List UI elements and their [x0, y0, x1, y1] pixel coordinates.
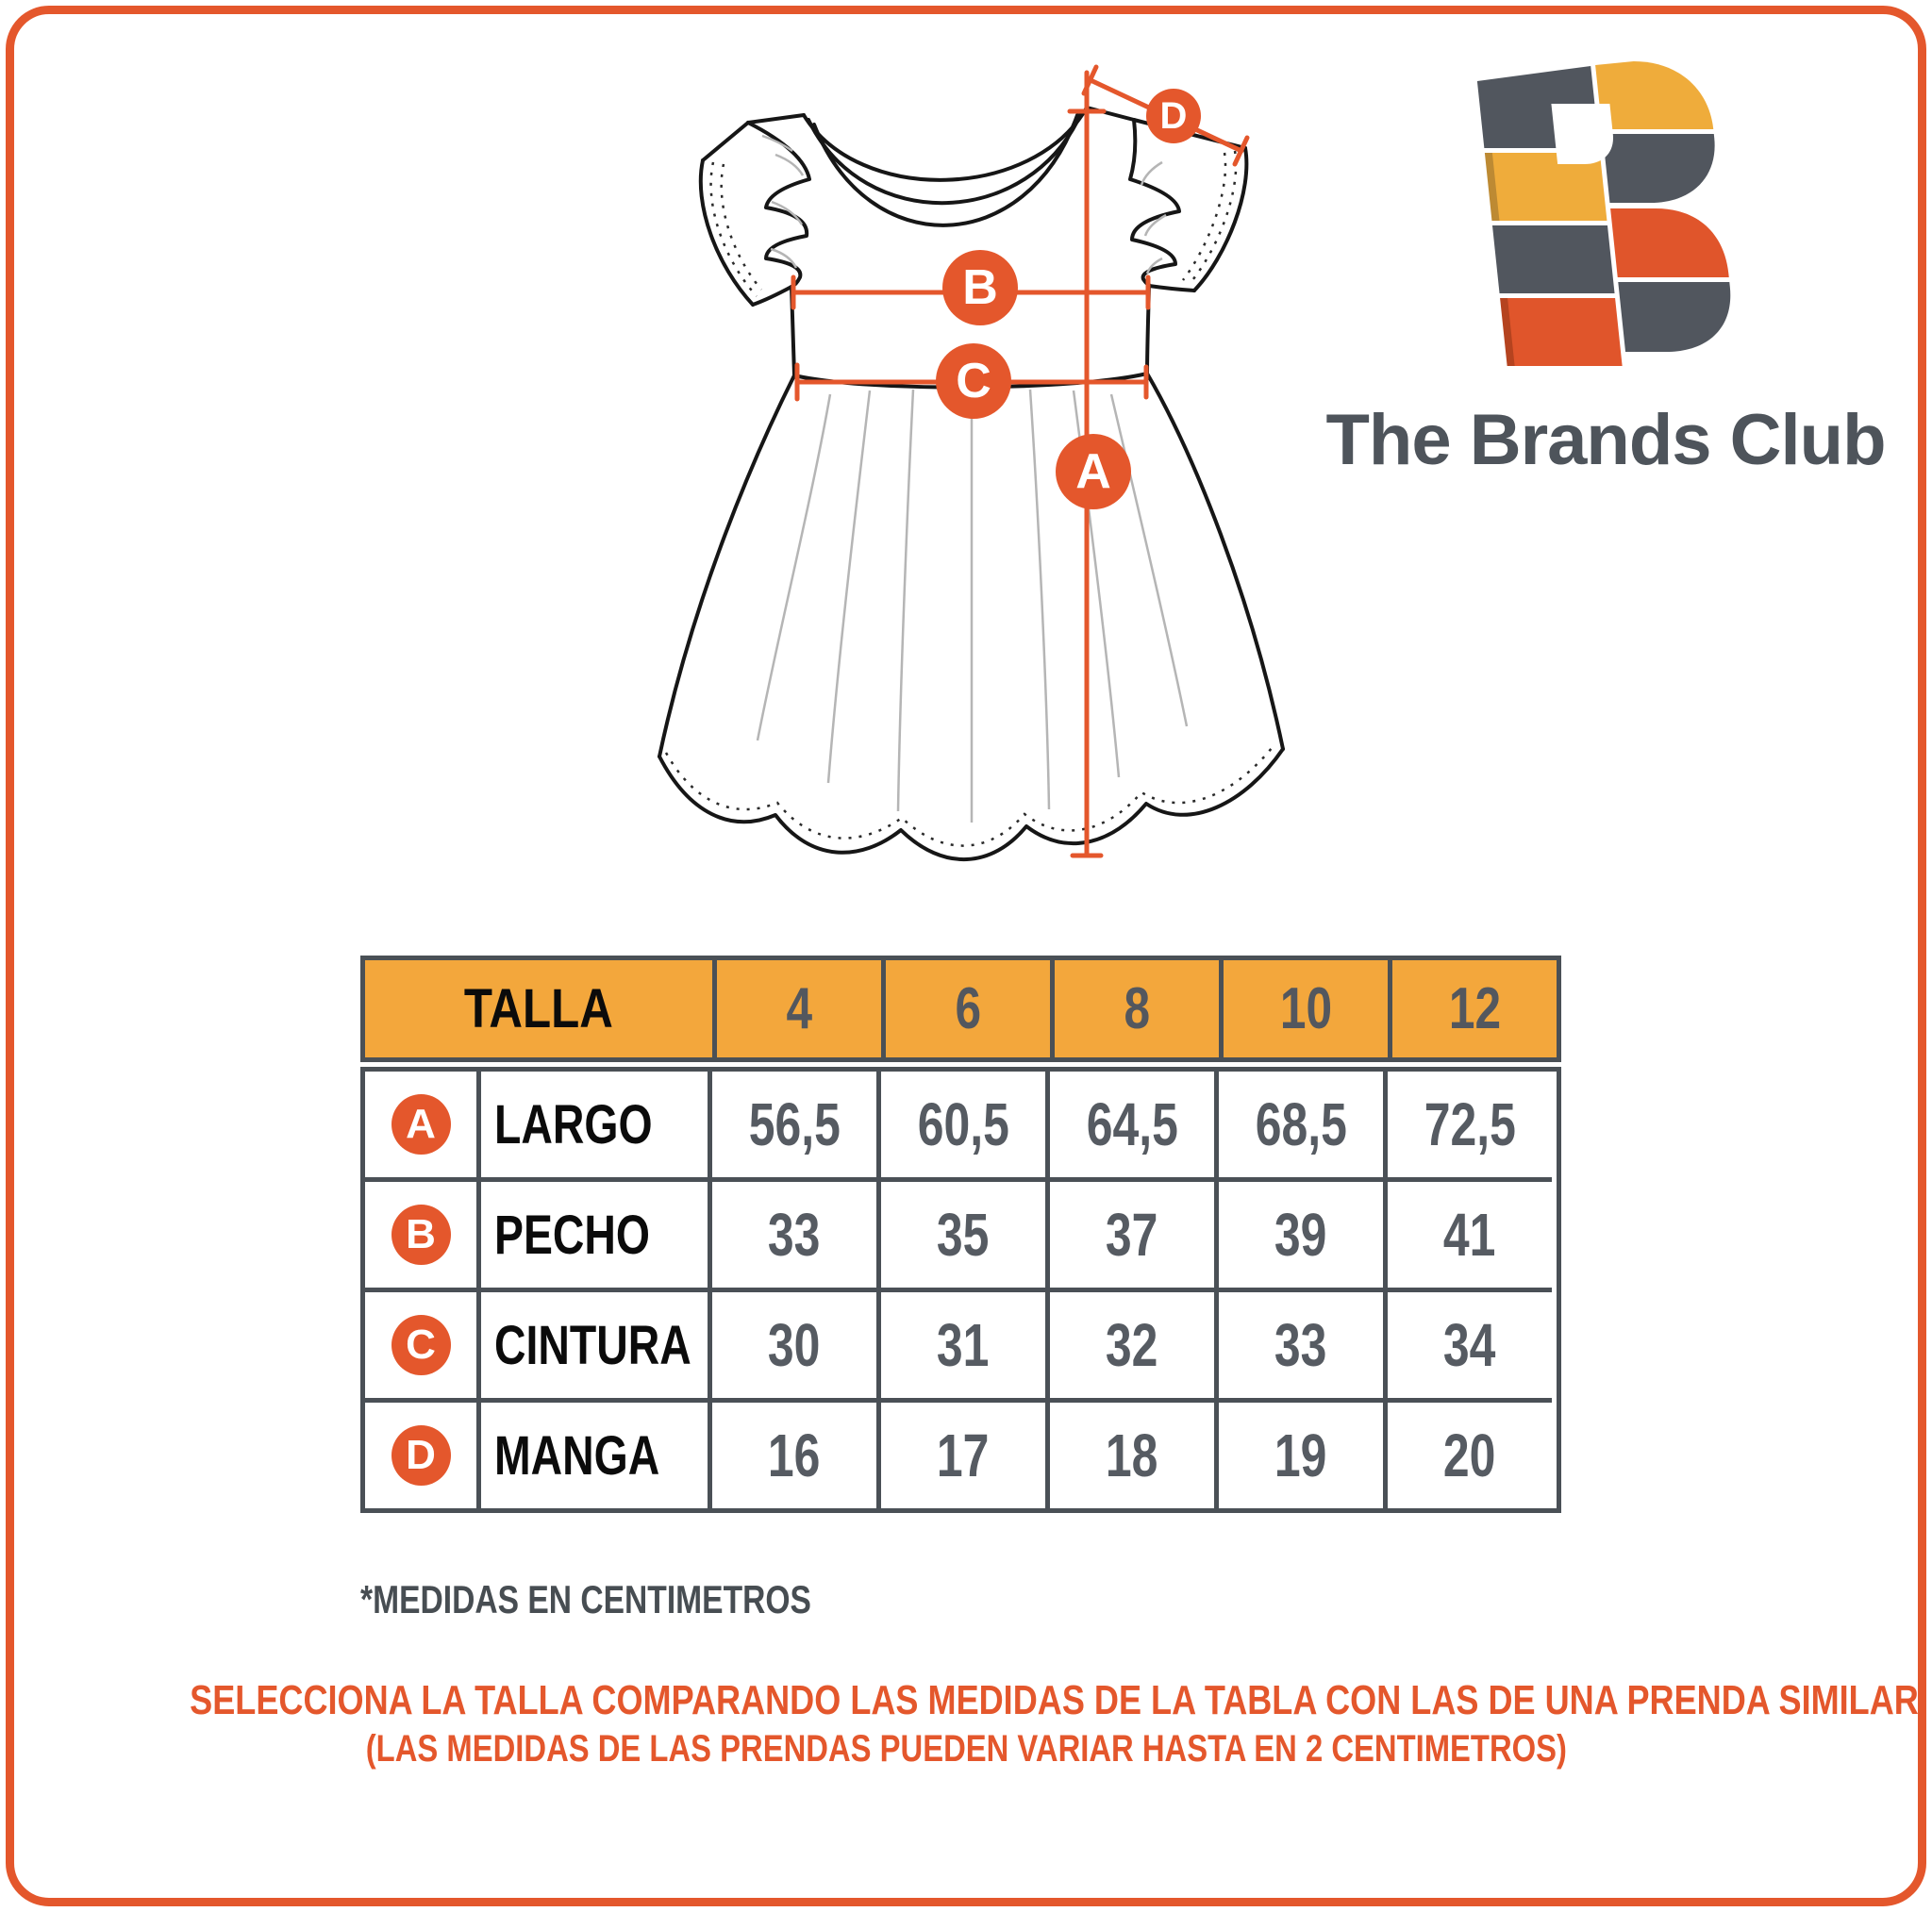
instruction-line-2: (LAS MEDIDAS DE LAS PRENDAS PUEDEN VARIA… — [365, 1728, 1567, 1770]
size-column-header: 10 — [1219, 960, 1388, 1057]
badge-A-letter: A — [1075, 444, 1111, 499]
brand-name: The Brands Club — [1325, 400, 1886, 480]
row-badge-cell: D — [365, 1398, 476, 1508]
measurement-value-cell: 33 — [1214, 1288, 1383, 1398]
badge-D-letter: D — [1160, 95, 1188, 137]
measurement-value-cell: 20 — [1383, 1398, 1552, 1508]
size-table-body: A LARGO 56,5 60,5 64,5 68,5 72,5 B PECHO 33 35 37 39… — [360, 1067, 1561, 1513]
neckline-inner — [812, 113, 1079, 227]
row-badge-cell: B — [365, 1177, 476, 1288]
measure-letter-badge: B — [391, 1205, 451, 1265]
measurement-value-cell: 33 — [708, 1177, 876, 1288]
measurement-value-cell: 32 — [1045, 1288, 1214, 1398]
size-table: TALLA 4 6 8 10 12 A LARGO 56,5 60,5 64,5 68,5 72,5… — [360, 956, 1561, 1513]
neckline-mid — [807, 109, 1084, 206]
badge-C-letter: C — [956, 354, 991, 408]
hem-scallops — [658, 747, 1285, 861]
badge-B-letter: B — [962, 260, 998, 315]
measure-letter-badge: C — [391, 1315, 451, 1375]
measurement-value-cell: 41 — [1383, 1177, 1552, 1288]
instruction-line-1: SELECCIONA LA TALLA COMPARANDO LAS MEDID… — [190, 1677, 1919, 1723]
measurement-value-cell: 56,5 — [708, 1072, 876, 1177]
measurement-value-cell: 30 — [708, 1288, 876, 1398]
size-table-title-cell: TALLA — [365, 960, 712, 1057]
measurement-value-cell: 19 — [1214, 1398, 1383, 1508]
measure-badges: B C A D — [936, 89, 1201, 509]
size-table-header: TALLA 4 6 8 10 12 — [360, 956, 1561, 1062]
right-sleeve-ruffle — [1128, 118, 1181, 287]
measurement-value-cell: 17 — [876, 1398, 1045, 1508]
size-table-title: TALLA — [464, 978, 613, 1039]
units-note: *MEDIDAS EN CENTIMETROS — [360, 1577, 811, 1621]
border-frame — [6, 6, 1926, 1906]
brand-logo: The Brands Club — [1323, 57, 1889, 481]
measurement-value-cell: 72,5 — [1383, 1072, 1552, 1177]
measurement-value-cell: 68,5 — [1214, 1072, 1383, 1177]
row-badge-cell: A — [365, 1072, 476, 1177]
measure-letter-badge: A — [391, 1094, 451, 1155]
measurement-value-cell: 35 — [876, 1177, 1045, 1288]
row-label-cell: MANGA — [476, 1398, 708, 1508]
measurement-value-cell: 16 — [708, 1398, 876, 1508]
left-sleeve-ruffle — [746, 121, 811, 289]
size-column-header: 8 — [1050, 960, 1219, 1057]
brand-logo-b-icon — [1476, 61, 1731, 366]
measurement-value-cell: 37 — [1045, 1177, 1214, 1288]
measurement-value-cell: 64,5 — [1045, 1072, 1214, 1177]
row-label-cell: CINTURA — [476, 1288, 708, 1398]
row-badge-cell: C — [365, 1288, 476, 1398]
size-column-header: 12 — [1388, 960, 1557, 1057]
size-column-header: 4 — [712, 960, 881, 1057]
measurement-value-cell: 60,5 — [876, 1072, 1045, 1177]
measurement-value-cell: 39 — [1214, 1177, 1383, 1288]
dress-diagram: B C A D — [658, 64, 1285, 861]
row-label-cell: PECHO — [476, 1177, 708, 1288]
measurement-value-cell: 34 — [1383, 1288, 1552, 1398]
size-column-header: 6 — [881, 960, 1050, 1057]
row-label-cell: LARGO — [476, 1072, 708, 1177]
neckline-outer — [802, 106, 1089, 182]
measurement-value-cell: 18 — [1045, 1398, 1214, 1508]
measurement-value-cell: 31 — [876, 1288, 1045, 1398]
measure-letter-badge: D — [391, 1425, 451, 1486]
